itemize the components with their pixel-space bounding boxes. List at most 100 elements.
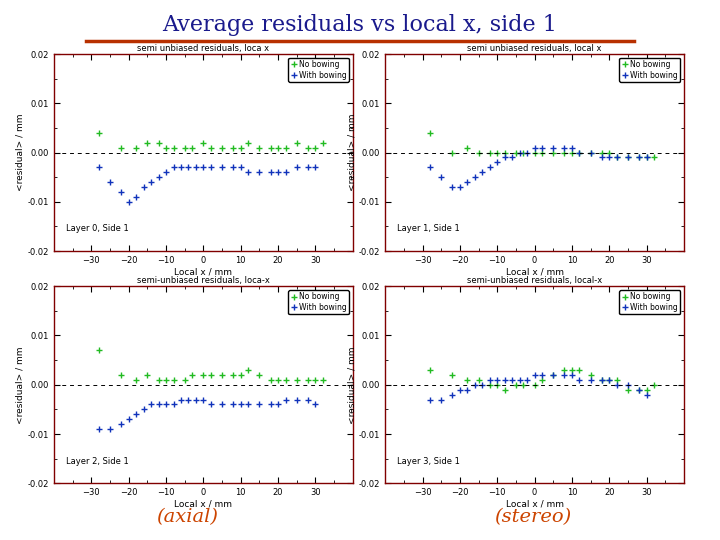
With bowing: [106, 426, 114, 433]
With bowing: [154, 174, 163, 180]
Line: With bowing: With bowing: [96, 397, 318, 432]
With bowing: [94, 164, 103, 171]
No bowing: [493, 149, 502, 156]
No bowing: [635, 387, 644, 393]
With bowing: [478, 169, 487, 176]
With bowing: [624, 154, 632, 161]
No bowing: [624, 154, 632, 161]
No bowing: [560, 367, 569, 373]
With bowing: [448, 184, 456, 190]
No bowing: [304, 144, 312, 151]
No bowing: [244, 139, 253, 146]
Line: With bowing: With bowing: [96, 165, 318, 205]
With bowing: [117, 421, 125, 428]
Y-axis label: <residual> / mm: <residual> / mm: [16, 114, 25, 191]
With bowing: [586, 376, 595, 383]
With bowing: [575, 376, 584, 383]
With bowing: [624, 381, 632, 388]
X-axis label: Local x / mm: Local x / mm: [505, 268, 564, 276]
With bowing: [147, 179, 156, 185]
With bowing: [437, 174, 446, 180]
No bowing: [207, 144, 215, 151]
No bowing: [530, 381, 539, 388]
With bowing: [605, 154, 613, 161]
No bowing: [169, 376, 178, 383]
No bowing: [586, 149, 595, 156]
No bowing: [188, 372, 197, 378]
X-axis label: Local x / mm: Local x / mm: [174, 268, 233, 276]
No bowing: [512, 149, 521, 156]
With bowing: [176, 396, 185, 403]
No bowing: [282, 144, 290, 151]
Title: semi-unbiased residuals, loca-x: semi-unbiased residuals, loca-x: [137, 276, 270, 286]
With bowing: [132, 194, 140, 200]
No bowing: [642, 387, 651, 393]
No bowing: [132, 144, 140, 151]
No bowing: [143, 139, 152, 146]
With bowing: [304, 164, 312, 171]
With bowing: [426, 164, 434, 171]
With bowing: [575, 149, 584, 156]
Y-axis label: <residual> / mm: <residual> / mm: [347, 346, 356, 423]
No bowing: [635, 154, 644, 161]
No bowing: [292, 376, 301, 383]
With bowing: [437, 396, 446, 403]
With bowing: [549, 372, 557, 378]
No bowing: [575, 367, 584, 373]
With bowing: [605, 376, 613, 383]
With bowing: [485, 376, 494, 383]
With bowing: [485, 164, 494, 171]
No bowing: [500, 387, 509, 393]
No bowing: [549, 372, 557, 378]
With bowing: [274, 401, 282, 408]
No bowing: [485, 149, 494, 156]
With bowing: [500, 376, 509, 383]
Text: (stereo): (stereo): [494, 509, 572, 526]
No bowing: [266, 144, 275, 151]
With bowing: [236, 401, 245, 408]
With bowing: [207, 164, 215, 171]
With bowing: [255, 401, 264, 408]
No bowing: [605, 149, 613, 156]
Title: semi-unbiased residuals, local-x: semi-unbiased residuals, local-x: [467, 276, 602, 286]
With bowing: [132, 411, 140, 417]
Line: No bowing: No bowing: [427, 367, 657, 393]
With bowing: [635, 154, 644, 161]
With bowing: [560, 372, 569, 378]
With bowing: [500, 154, 509, 161]
With bowing: [508, 154, 516, 161]
No bowing: [169, 144, 178, 151]
Text: Layer 1, Side 1: Layer 1, Side 1: [397, 225, 460, 233]
Text: Layer 0, Side 1: Layer 0, Side 1: [66, 225, 129, 233]
With bowing: [184, 396, 193, 403]
No bowing: [217, 372, 226, 378]
With bowing: [523, 149, 531, 156]
With bowing: [538, 372, 546, 378]
No bowing: [624, 387, 632, 393]
With bowing: [217, 401, 226, 408]
With bowing: [586, 149, 595, 156]
With bowing: [493, 159, 502, 166]
No bowing: [199, 372, 208, 378]
With bowing: [516, 376, 524, 383]
No bowing: [244, 367, 253, 373]
No bowing: [117, 372, 125, 378]
With bowing: [207, 401, 215, 408]
No bowing: [143, 372, 152, 378]
With bowing: [199, 396, 208, 403]
No bowing: [94, 130, 103, 136]
No bowing: [512, 381, 521, 388]
No bowing: [255, 372, 264, 378]
No bowing: [274, 144, 282, 151]
With bowing: [448, 392, 456, 398]
Text: Layer 3, Side 1: Layer 3, Side 1: [397, 457, 460, 465]
With bowing: [471, 174, 480, 180]
No bowing: [94, 347, 103, 354]
With bowing: [244, 169, 253, 176]
With bowing: [139, 184, 148, 190]
With bowing: [282, 396, 290, 403]
Title: semi unbiased residuals, local x: semi unbiased residuals, local x: [467, 44, 602, 53]
Text: (axial): (axial): [156, 509, 218, 526]
With bowing: [508, 376, 516, 383]
With bowing: [162, 169, 171, 176]
